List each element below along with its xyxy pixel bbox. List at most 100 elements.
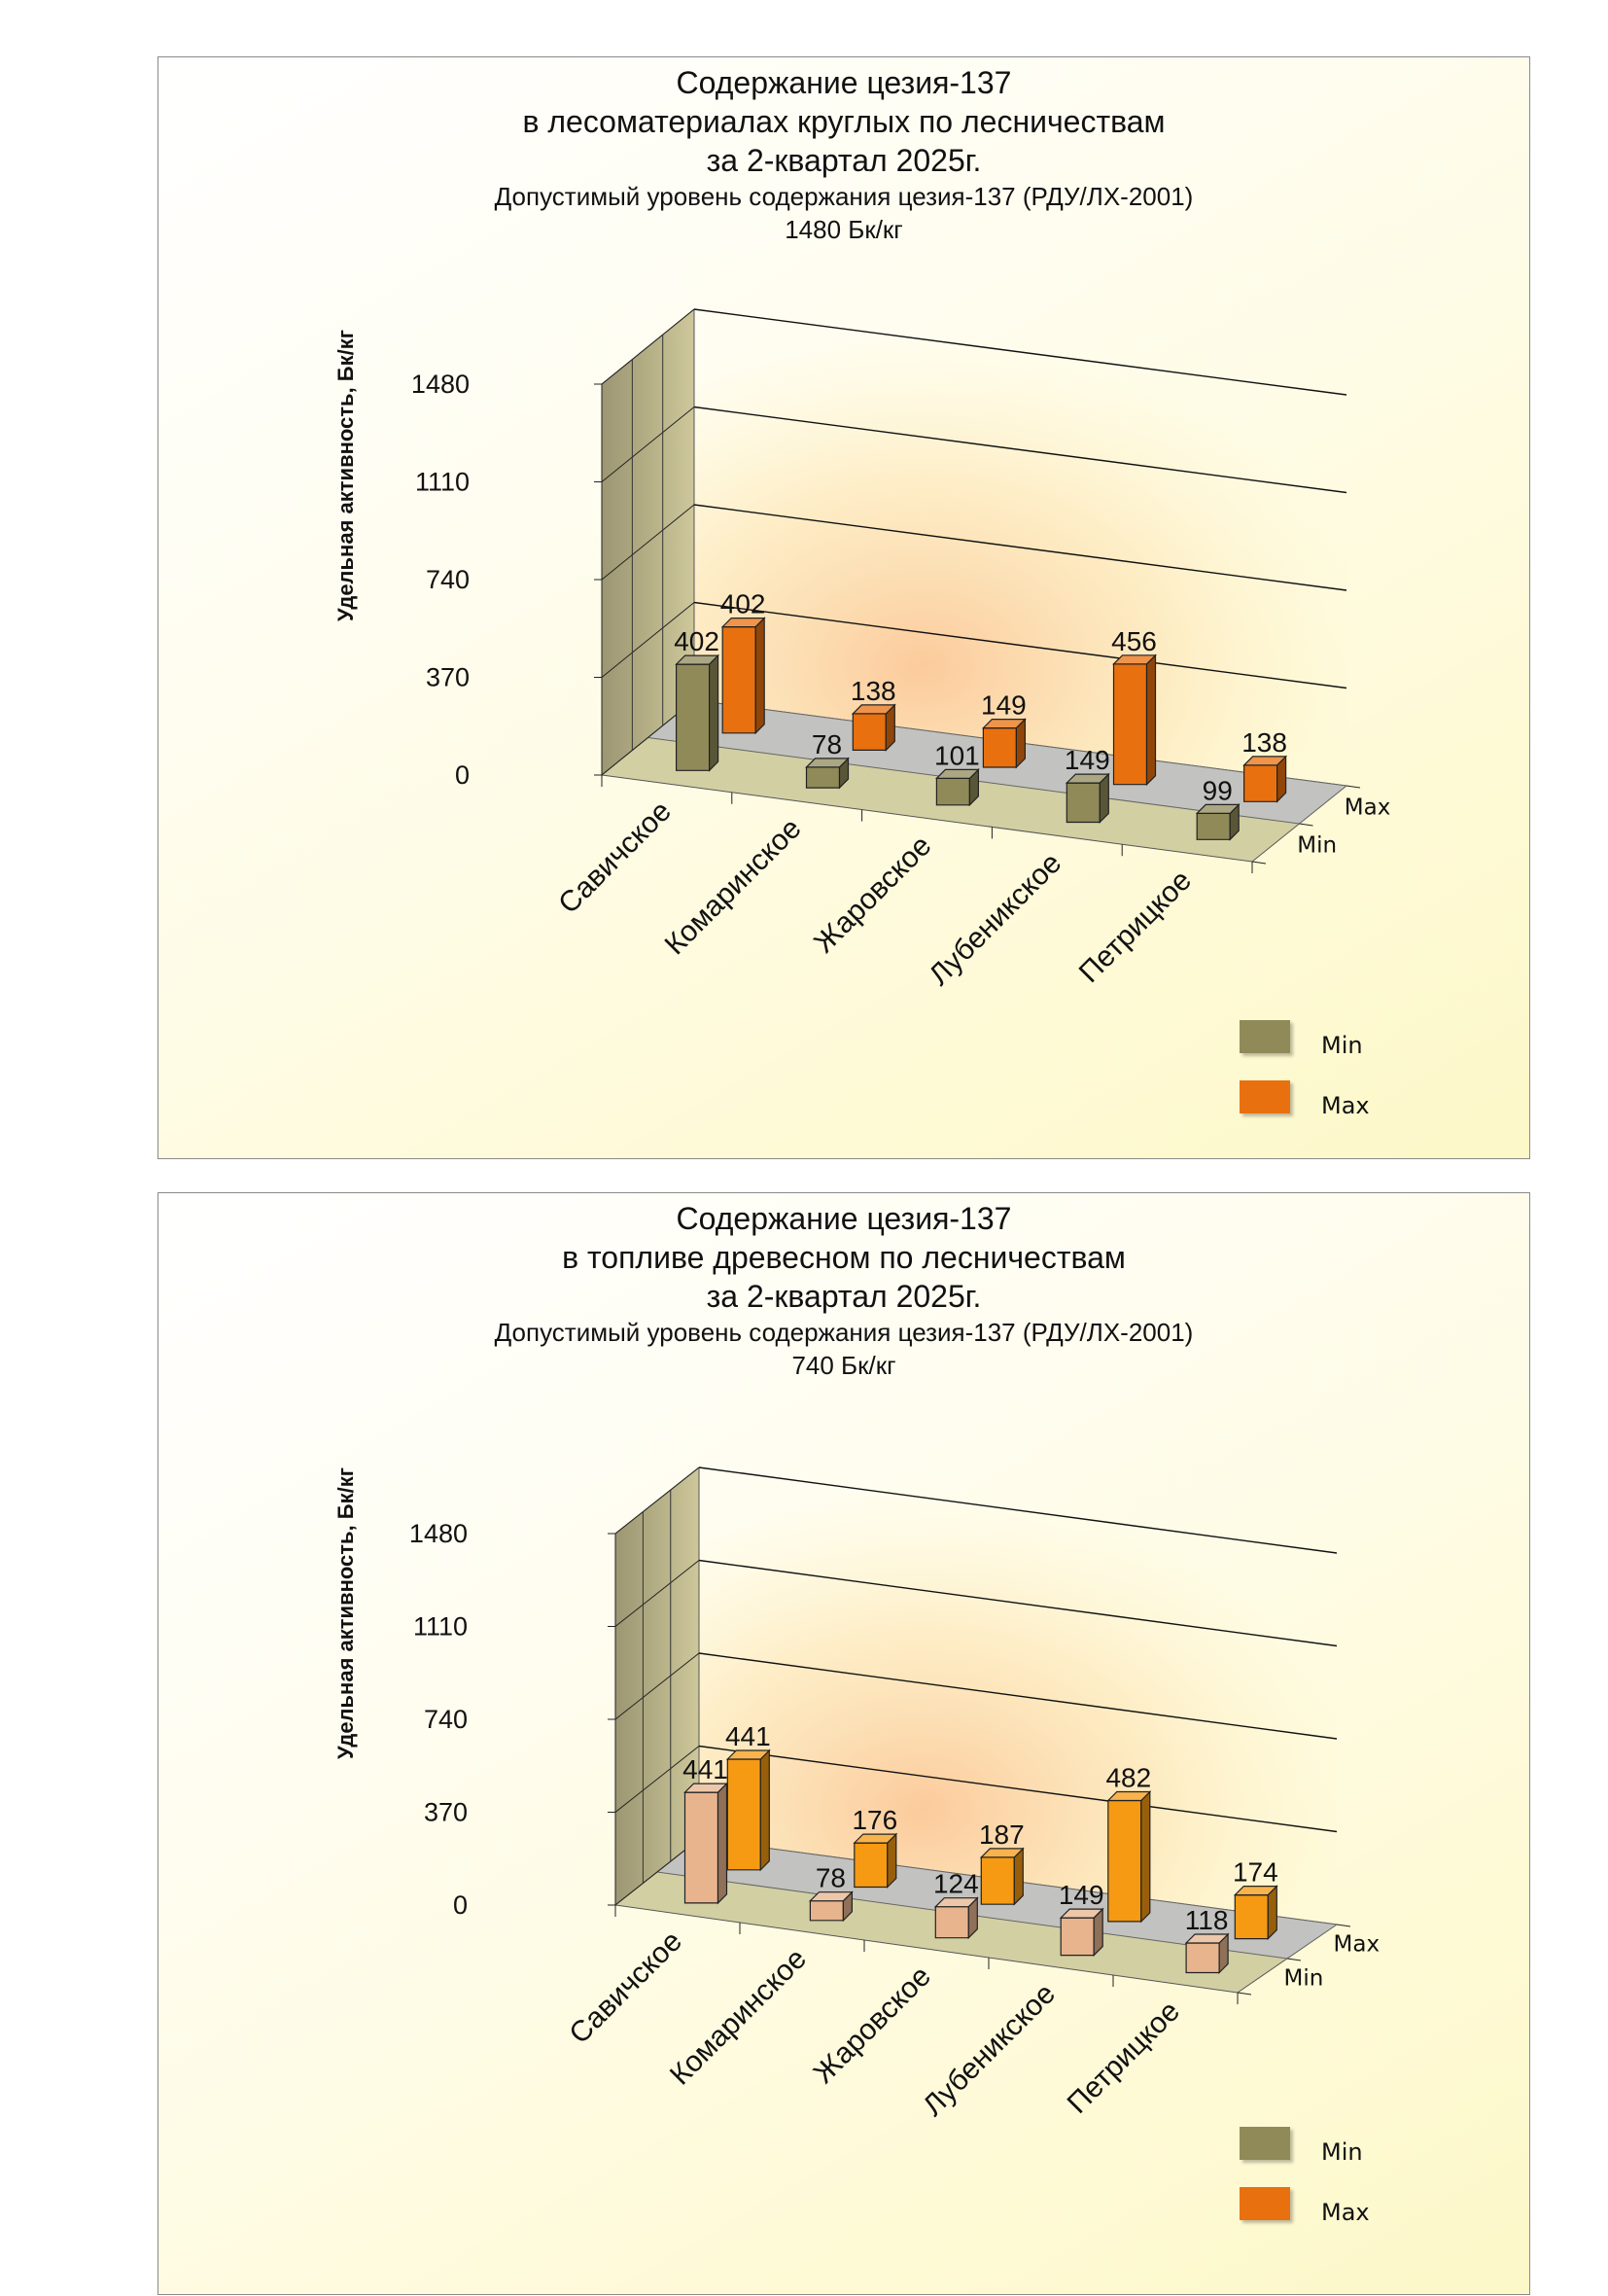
x-tick-label: Лубеникское — [923, 847, 1067, 992]
gridline — [693, 504, 1347, 591]
data-label: 402 — [720, 589, 766, 619]
x-tick-label: Жаровское — [808, 830, 937, 959]
data-label: 441 — [725, 1721, 771, 1751]
bar-max-1 — [853, 1832, 898, 1889]
bar-front-face — [675, 663, 711, 771]
bar-front-face — [980, 1856, 1015, 1905]
depth-tick-mark — [1237, 1992, 1252, 1996]
legend-item-max: Max — [1240, 2187, 1434, 2226]
data-label: 124 — [933, 1869, 979, 1899]
bar-front-face — [1242, 764, 1278, 802]
data-label: 118 — [1185, 1905, 1229, 1935]
gridline — [693, 406, 1347, 494]
data-label: 482 — [1105, 1762, 1151, 1792]
bar-front-face — [982, 726, 1018, 768]
legend-swatch-max — [1240, 1080, 1290, 1113]
chart-plot: 0 370 740 1110 1480 Max Min Удельная активность… — [333, 307, 1390, 992]
bar-front-face — [935, 777, 971, 806]
depth-axis-label: Min — [1284, 1966, 1324, 1992]
y-tick-label: 370 — [424, 1798, 468, 1827]
bar-top-face — [1112, 654, 1157, 665]
y-axis-title: Удельная активность, Бк/кг — [333, 330, 358, 621]
x-tick-label: Петрицкое — [1062, 1996, 1186, 2120]
legend-label-max: Max — [1321, 1092, 1370, 1119]
x-tick-label: Савичское — [563, 1925, 688, 2051]
data-label: 456 — [1111, 626, 1157, 656]
x-tick-label: Жаровское — [808, 1960, 937, 2090]
data-label: 187 — [979, 1819, 1025, 1850]
data-label: 441 — [682, 1754, 728, 1784]
gridline-side — [601, 602, 695, 678]
bar-side-face — [708, 653, 719, 772]
bar-front-face — [854, 1842, 889, 1889]
bar-front-face — [683, 1791, 719, 1904]
bar-top-face — [675, 654, 720, 665]
bar-front-face — [1185, 1942, 1220, 1974]
bar-side-face — [1013, 1847, 1024, 1906]
bar-top-face — [1233, 1885, 1278, 1896]
y-axis-title: Удельная активность, Бк/кг — [333, 1467, 358, 1759]
data-label: 78 — [812, 729, 842, 759]
x-tick-label: Петрицкое — [1073, 865, 1198, 989]
bar-max-2 — [979, 1847, 1025, 1906]
bar-front-face — [934, 1906, 969, 1939]
bar-front-face — [726, 1758, 761, 1871]
bar-min-4 — [1195, 802, 1241, 841]
y-tick-label: 1480 — [411, 370, 470, 399]
data-label: 149 — [1065, 745, 1110, 775]
data-label: 78 — [816, 1863, 846, 1893]
bar-front-face — [1107, 1799, 1142, 1923]
y-tick-label: 1110 — [413, 1612, 468, 1642]
bar-min-3 — [1059, 1907, 1104, 1958]
chart-title-line: Содержание цезия-137 — [676, 1201, 1012, 1236]
legend-item-max: Max — [1240, 1080, 1434, 1119]
chart-legend: Min Max — [1240, 2127, 1434, 2263]
chart-title-line: за 2-квартал 2025г. — [706, 1279, 982, 1314]
legend-swatch-min — [1240, 1020, 1290, 1053]
chart-title-line: Содержание цезия-137 — [676, 65, 1012, 100]
gridline-side — [601, 406, 695, 482]
data-label: 174 — [1233, 1857, 1278, 1888]
x-tick-label: Лубеникское — [917, 1978, 1062, 2123]
bar-side-face — [717, 1782, 728, 1905]
x-tick-label: Комаринское — [664, 1943, 813, 2092]
data-label: 149 — [1059, 1880, 1104, 1910]
bar-max-4 — [1233, 1885, 1278, 1941]
bar-top-face — [933, 1897, 979, 1908]
depth-axis-label: Min — [1297, 833, 1337, 859]
bar-top-face — [1195, 803, 1241, 815]
bar-max-2 — [981, 718, 1027, 769]
gridline — [698, 1745, 1338, 1833]
bar-min-3 — [1065, 772, 1110, 824]
chart-subtitle-line: 740 Бк/кг — [791, 1351, 896, 1380]
depth-axis-label: Max — [1334, 1932, 1381, 1958]
chart-panel-2: Содержание цезия-137 в топливе древесном… — [157, 1192, 1530, 2295]
chart-title-block: Содержание цезия-137 в лесоматериалах кр… — [158, 63, 1529, 246]
y-tick-label: 740 — [426, 565, 470, 594]
bar-top-face — [1184, 1933, 1230, 1944]
legend-item-min: Min — [1240, 1020, 1434, 1059]
chart-title-line: в лесоматериалах круглых по лесничествам — [522, 104, 1166, 139]
data-label: 101 — [934, 740, 980, 770]
data-label: 138 — [851, 676, 896, 706]
bar-min-0 — [683, 1782, 728, 1905]
legend-swatch-max — [1240, 2187, 1290, 2220]
bar-top-face — [720, 617, 766, 628]
chart-plot: 0 370 740 1110 1480 Max Min Удельная активность… — [333, 1466, 1381, 2123]
gridline — [693, 308, 1347, 396]
depth-tick-mark — [1299, 823, 1313, 827]
data-label: 99 — [1203, 775, 1233, 805]
y-tick-label: 0 — [453, 1890, 468, 1920]
bar-top-face — [981, 718, 1027, 729]
depth-tick-mark — [1286, 1958, 1302, 1961]
chart-subtitle-line: Допустимый уровень содержания цезия-137 … — [494, 1318, 1194, 1347]
depth-tick-mark — [1346, 785, 1361, 789]
y-tick-label: 1480 — [409, 1519, 468, 1548]
legend-swatch-min — [1240, 2127, 1290, 2160]
data-label: 138 — [1241, 727, 1287, 758]
bar-min-1 — [808, 1890, 854, 1923]
legend-label-min: Min — [1321, 2138, 1363, 2166]
bar-top-face — [1106, 1790, 1152, 1802]
bar-front-face — [721, 625, 756, 734]
data-label: 176 — [852, 1805, 897, 1835]
